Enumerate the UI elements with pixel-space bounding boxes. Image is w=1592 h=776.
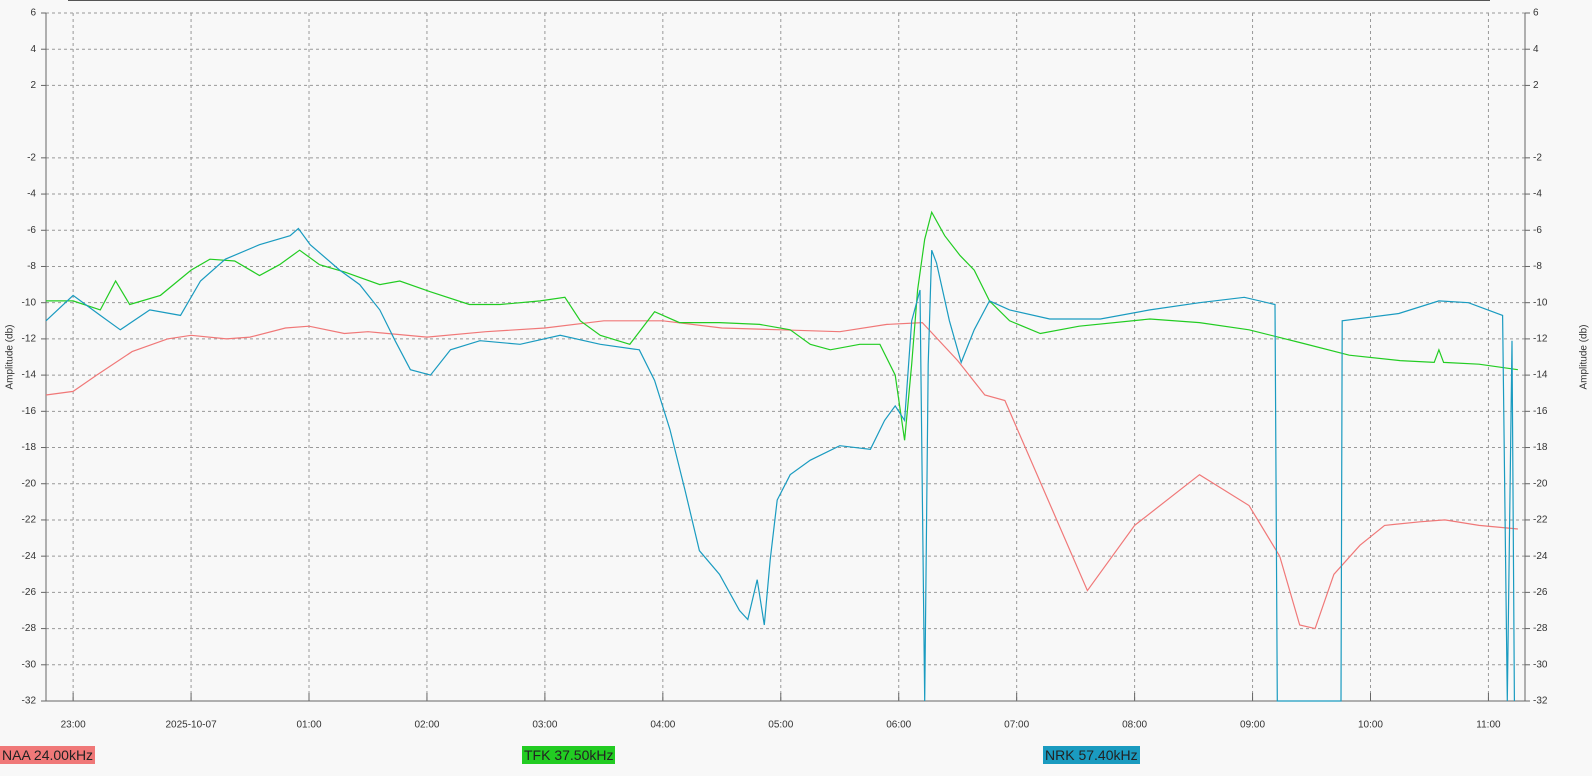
y-tick-label: -14: [22, 370, 37, 381]
y2-tick-label: -12: [1533, 334, 1548, 345]
y-tick-label: -8: [27, 261, 36, 272]
y-tick-label: -20: [22, 478, 37, 489]
x-tick-label: 07:00: [1004, 720, 1029, 731]
y-tick-label: -6: [27, 225, 36, 236]
y-tick-label: -12: [22, 334, 37, 345]
y2-tick-label: -6: [1533, 225, 1542, 236]
y-tick-label: -10: [22, 297, 37, 308]
x-tick-label: 09:00: [1240, 720, 1265, 731]
x-tick-label: 2025-10-07: [165, 720, 217, 731]
y2-tick-label: -14: [1533, 370, 1548, 381]
x-tick-label: 05:00: [768, 720, 793, 731]
y-tick-label: 2: [30, 80, 36, 91]
y-tick-label: -26: [22, 587, 37, 598]
y-tick-label: -2: [27, 152, 36, 163]
y-tick-label: -28: [22, 623, 37, 634]
y2-tick-label: 6: [1533, 8, 1539, 19]
y2-tick-label: -20: [1533, 478, 1548, 489]
x-tick-label: 11:00: [1476, 720, 1501, 731]
y-axis-label: Amplitude (db): [5, 324, 16, 389]
y2-tick-label: -32: [1533, 696, 1548, 707]
y2-tick-label: -18: [1533, 442, 1548, 453]
y2-tick-label: -26: [1533, 587, 1548, 598]
y-tick-label: -24: [22, 551, 37, 562]
series-line: [45, 320, 1518, 630]
legend-entry: NRK 57.40kHz: [1043, 746, 1140, 764]
x-tick-label: 08:00: [1122, 720, 1147, 731]
series-line: [45, 227, 1515, 702]
y-tick-label: -4: [27, 189, 36, 200]
y2-tick-label: -28: [1533, 623, 1548, 634]
y-tick-label: 6: [30, 8, 36, 19]
legend-entry: TFK 37.50kHz: [522, 746, 616, 764]
y2-tick-label: -22: [1533, 515, 1548, 526]
y2-tick-label: -24: [1533, 551, 1548, 562]
y2-tick-label: -2: [1533, 152, 1542, 163]
y-tick-label: -22: [22, 515, 37, 526]
x-tick-label: 04:00: [650, 720, 675, 731]
y-tick-label: 4: [30, 44, 36, 55]
y2-tick-label: 2: [1533, 80, 1539, 91]
y-tick-label: -18: [22, 442, 37, 453]
y2-axis-label: Amplitude (db): [1579, 324, 1590, 389]
chart: Amplitude (db) Amplitude (db) 6 6 4 4 2 2 -2 -2…: [5, 0, 1590, 731]
y2-tick-label: -10: [1533, 297, 1548, 308]
y-tick-label: -16: [22, 406, 37, 417]
x-tick-label: 10:00: [1358, 720, 1383, 731]
x-tick-label: 01:00: [296, 720, 321, 731]
y2-tick-label: 4: [1533, 44, 1539, 55]
x-tick-label: 23:00: [61, 720, 86, 731]
y2-tick-label: -16: [1533, 406, 1548, 417]
x-tick-label: 02:00: [414, 720, 439, 731]
y2-tick-label: -8: [1533, 261, 1542, 272]
y-tick-label: -32: [22, 696, 37, 707]
series-line: [46, 210, 1518, 441]
y-tick-label: -30: [22, 659, 37, 670]
legend-entry: NAA 24.00kHz: [0, 746, 96, 764]
x-tick-label: 03:00: [532, 720, 557, 731]
y2-tick-label: -30: [1533, 659, 1548, 670]
x-tick-label: 06:00: [886, 720, 911, 731]
y2-tick-label: -4: [1533, 189, 1542, 200]
